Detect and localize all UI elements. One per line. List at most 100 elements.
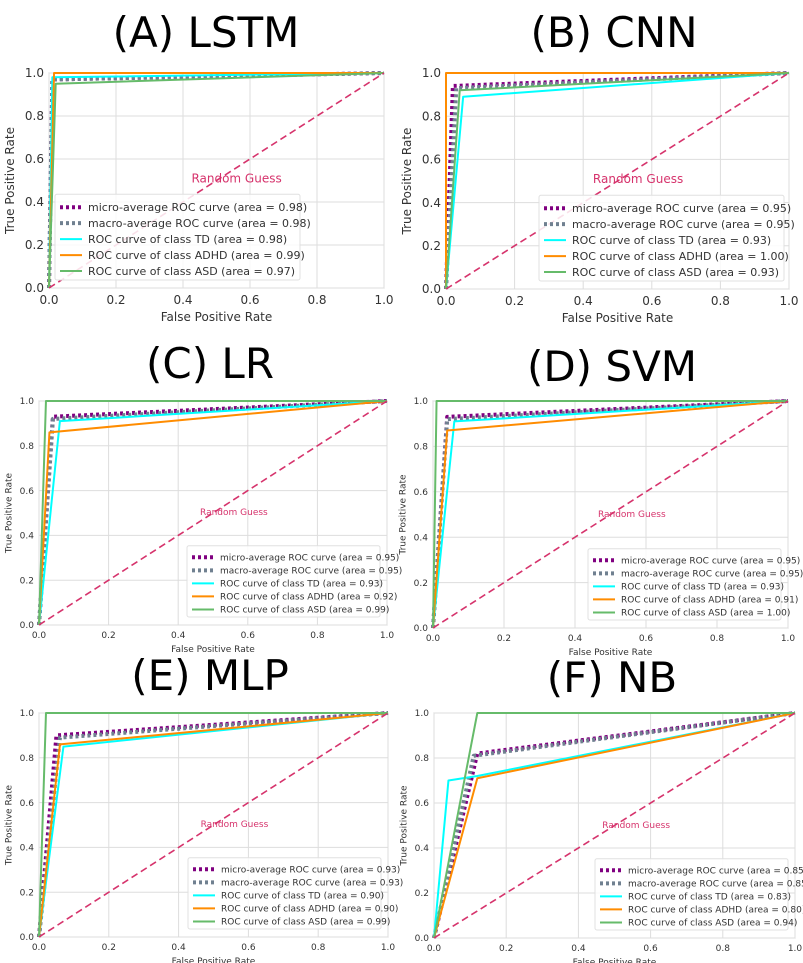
legend-label-ADHD: ROC curve of class ADHD (area = 1.00) — [572, 250, 789, 263]
roc-panel-6: (F) NB 0.00.0 0.2 0.2 0.4 0.4 0.6 0.6 0.8 0.8 1.0 1… — [400, 653, 803, 963]
chart-title: (A) LSTM — [113, 8, 300, 57]
y-tick-label: 0.4 — [422, 196, 441, 210]
legend-label-micro: micro-average ROC curve (area = 0.95) — [572, 202, 791, 215]
legend-label-TD: ROC curve of class TD (area = 0.93) — [572, 234, 771, 247]
y-tick-label: 0.2 — [415, 889, 429, 899]
x-tick-label: 0.2 — [505, 294, 524, 308]
roc-panel-2: (B) CNN 0.00.0 0.2 0.2 0.4 0.4 0.6 0.6 0.8 0.8 1.0… — [400, 8, 799, 325]
legend-label-ADHD: ROC curve of class ADHD (area = 0.91) — [621, 596, 798, 606]
legend-label-ADHD: ROC curve of class ADHD (area = 0.90) — [221, 905, 398, 915]
roc-series-TD — [433, 712, 796, 939]
y-tick-label: 0.2 — [422, 239, 441, 253]
y-tick-label: 0.8 — [414, 443, 429, 453]
legend-label-ASD: ROC curve of class ASD (area = 0.94) — [628, 919, 797, 929]
roc-series-guess — [38, 400, 388, 626]
x-tick-label: 0.6 — [241, 631, 256, 641]
roc-series-ASD — [38, 712, 388, 938]
y-tick-label: 0.4 — [20, 844, 35, 854]
y-tick-label: 0.2 — [20, 576, 34, 586]
roc-series-guess — [432, 400, 789, 629]
y-tick-label: 0.4 — [414, 533, 429, 543]
y-tick-label: 1.0 — [20, 397, 35, 407]
random-guess-label: Random Guess — [200, 508, 268, 518]
x-tick-label: 1.0 — [374, 293, 393, 307]
legend-label-TD: ROC curve of class TD (area = 0.90) — [221, 892, 384, 902]
x-tick-label: 0.6 — [240, 293, 259, 307]
legend-box — [187, 857, 382, 930]
y-axis-label: True Positive Rate — [399, 474, 409, 556]
roc-panel-5: (E) MLP 0.00.0 0.2 0.2 0.4 0.4 0.6 0.6 0.8 0.8 1.0… — [5, 651, 404, 963]
x-tick-label: 1.0 — [788, 944, 803, 954]
y-tick-label: 0.6 — [20, 487, 35, 497]
x-tick-label: 0.2 — [101, 631, 115, 641]
y-tick-label: 0.0 — [414, 624, 429, 634]
y-tick-label: 1.0 — [25, 66, 44, 80]
legend-label-TD: ROC curve of class TD (area = 0.93) — [621, 583, 784, 593]
x-tick-label: 1.0 — [380, 631, 395, 641]
roc-series-ADHD — [445, 72, 789, 289]
x-tick-label: 0.8 — [311, 943, 326, 953]
legend-label-ASD: ROC curve of class ASD (area = 1.00) — [621, 609, 790, 619]
legend-label-ADHD: ROC curve of class ADHD (area = 0.99) — [88, 249, 305, 262]
chart-title: (B) CNN — [530, 8, 697, 57]
x-tick-label: 0.8 — [716, 944, 731, 954]
legend-label-ADHD: ROC curve of class ADHD (area = 0.80) — [628, 906, 803, 916]
y-tick-label: 0.0 — [25, 281, 44, 295]
x-tick-label: 0.8 — [307, 293, 326, 307]
y-tick-label: 0.6 — [25, 152, 44, 166]
roc-panel-4: (D) SVM 0.00.0 0.2 0.2 0.4 0.4 0.6 0.6 0.8 0.8 1.0… — [399, 342, 803, 658]
x-tick-label: 0.4 — [568, 634, 583, 644]
roc-series-ASD — [432, 400, 788, 629]
y-tick-label: 0.6 — [414, 488, 429, 498]
chart-title: (D) SVM — [527, 342, 697, 391]
roc-series-micro — [431, 399, 789, 629]
random-guess-label: Random Guess — [201, 820, 269, 830]
x-tick-label: 0.4 — [173, 293, 192, 307]
y-tick-label: 0.0 — [422, 282, 441, 296]
x-tick-label: 0.6 — [241, 943, 256, 953]
y-tick-label: 0.4 — [415, 844, 430, 854]
roc-series-macro — [444, 71, 790, 290]
y-tick-label: 1.0 — [415, 709, 430, 719]
y-axis-label: True Positive Rate — [3, 127, 17, 235]
legend-label-ASD: ROC curve of class ASD (area = 0.93) — [572, 266, 779, 279]
roc-series-ASD — [38, 400, 387, 626]
y-tick-label: 0.6 — [415, 799, 430, 809]
roc-series-guess — [445, 72, 790, 290]
x-axis-label: False Positive Rate — [172, 957, 256, 963]
random-guess-label: Random Guess — [593, 172, 683, 186]
y-tick-label: 0.2 — [414, 579, 428, 589]
y-tick-label: 0.6 — [20, 799, 35, 809]
y-axis-label: True Positive Rate — [5, 784, 15, 866]
x-tick-label: 1.0 — [381, 943, 396, 953]
y-tick-label: 0.4 — [20, 532, 35, 542]
x-tick-label: 0.2 — [102, 943, 116, 953]
roc-series-guess — [38, 712, 389, 938]
x-tick-label: 0.4 — [574, 294, 593, 308]
y-tick-label: 1.0 — [414, 397, 429, 407]
y-axis-label: True Positive Rate — [5, 472, 15, 554]
chart-title: (E) MLP — [131, 651, 289, 700]
x-tick-label: 0.2 — [106, 293, 125, 307]
x-tick-label: 0.6 — [639, 634, 654, 644]
roc-series-TD — [38, 400, 388, 626]
x-tick-label: 0.8 — [310, 631, 325, 641]
y-axis-label: True Positive Rate — [400, 785, 410, 867]
legend-label-ADHD: ROC curve of class ADHD (area = 0.92) — [220, 593, 397, 603]
y-tick-label: 1.0 — [422, 66, 441, 80]
x-tick-label: 0.2 — [499, 944, 513, 954]
x-tick-label: 0.4 — [571, 944, 586, 954]
legend-label-micro: micro-average ROC curve (area = 0.98) — [88, 201, 307, 214]
y-tick-label: 0.0 — [20, 621, 35, 631]
x-tick-label: 0.0 — [427, 944, 442, 954]
x-tick-label: 0.0 — [436, 294, 455, 308]
legend-label-macro: macro-average ROC curve (area = 0.95) — [572, 218, 795, 231]
x-axis-label: False Positive Rate — [562, 311, 674, 325]
x-axis-label: False Positive Rate — [569, 648, 653, 658]
roc-series-ADHD — [432, 400, 789, 629]
x-tick-label: 1.0 — [781, 634, 796, 644]
roc-series-ASD — [445, 72, 790, 290]
legend-box — [594, 858, 789, 931]
legend-label-macro: macro-average ROC curve (area = 0.95) — [220, 566, 402, 576]
